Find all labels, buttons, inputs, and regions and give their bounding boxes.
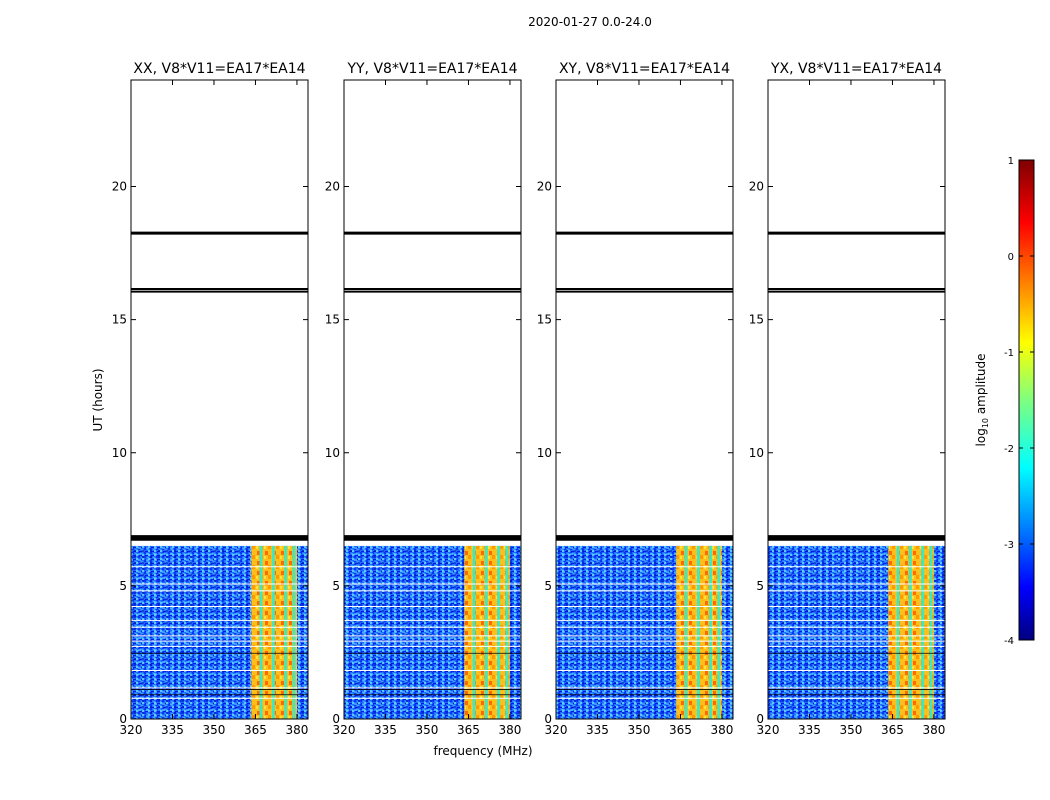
- x-tick-label: 350: [416, 723, 439, 737]
- x-tick-label: 380: [922, 723, 945, 737]
- panel-title: XY, V8*V11=EA17*EA14: [559, 61, 730, 77]
- colorbar-gradient: [1018, 159, 1035, 641]
- axes-frame: [555, 79, 734, 720]
- panel-xy: XY, V8*V11=EA17*EA14 320 335 350 365 380 0 5 10 1…: [537, 61, 734, 737]
- axes-frame: [130, 79, 309, 720]
- panel-title: YX, V8*V11=EA17*EA14: [770, 61, 942, 77]
- y-tick-label: 10: [749, 446, 764, 460]
- band-stripe: [717, 545, 721, 719]
- y-tick-label: 20: [325, 180, 340, 194]
- x-tick-label: 335: [161, 723, 184, 737]
- x-tick-label: 365: [669, 723, 692, 737]
- band-stripe: [497, 545, 501, 719]
- colorbar-tick-label: 1: [1008, 156, 1014, 167]
- x-tick-label: 335: [798, 723, 821, 737]
- y-tick-label: 5: [332, 579, 340, 593]
- y-tick-label: 10: [112, 446, 127, 460]
- y-tick-label: 20: [112, 180, 127, 194]
- band-stripe: [259, 545, 263, 719]
- colorbar: 1 0 -1 -2 -3 -4 log10 amplitude: [974, 156, 1035, 647]
- y-tick-label: 15: [537, 313, 552, 327]
- y-tick-label: 10: [537, 446, 552, 460]
- x-tick-label: 365: [457, 723, 480, 737]
- y-axis-label: UT (hours): [91, 368, 105, 431]
- x-tick-label: 335: [586, 723, 609, 737]
- y-tick-label: 10: [325, 446, 340, 460]
- x-tick-label: 365: [244, 723, 267, 737]
- band-stripe: [908, 545, 912, 719]
- band-stripe: [284, 545, 288, 719]
- panel-yx: YX, V8*V11=EA17*EA14 320 335 350 365 380 0 5 10 1…: [749, 61, 946, 737]
- band-stripe: [292, 545, 296, 719]
- x-tick-label: 320: [757, 723, 780, 737]
- x-tick-label: 350: [840, 723, 863, 737]
- x-tick-label: 350: [203, 723, 226, 737]
- panel-yy: YY, V8*V11=EA17*EA14 320 335 350 365 380 0 5 10 1…: [325, 61, 522, 737]
- colorbar-tick-label: -1: [1004, 348, 1014, 359]
- y-tick-label: 15: [325, 313, 340, 327]
- x-tick-label: 380: [285, 723, 308, 737]
- y-tick-label: 20: [537, 180, 552, 194]
- y-tick-label: 0: [332, 712, 340, 726]
- axes-frame: [767, 79, 946, 720]
- figure-title: 2020-01-27 0.0-24.0: [528, 15, 652, 29]
- panel-title: YY, V8*V11=EA17*EA14: [346, 61, 517, 77]
- y-tick-label: 0: [756, 712, 764, 726]
- y-tick-label: 20: [749, 180, 764, 194]
- y-tick-label: 0: [544, 712, 552, 726]
- band-stripe: [684, 545, 688, 719]
- colorbar-tick-label: -4: [1004, 636, 1014, 647]
- colorbar-tick-label: 0: [1008, 252, 1014, 263]
- x-tick-label: 380: [710, 723, 733, 737]
- colorbar-tick-label: -3: [1004, 540, 1014, 551]
- band-stripe: [472, 545, 476, 719]
- y-tick-label: 5: [756, 579, 764, 593]
- x-tick-label: 335: [374, 723, 397, 737]
- axes-frame: [343, 79, 522, 720]
- y-tick-label: 15: [112, 313, 127, 327]
- band-stripe: [929, 545, 933, 719]
- band-stripe: [271, 545, 275, 719]
- band-stripe: [484, 545, 488, 719]
- y-tick-label: 15: [749, 313, 764, 327]
- y-tick-label: 0: [119, 712, 127, 726]
- x-axis-label: frequency (MHz): [433, 744, 532, 758]
- y-tick-label: 5: [119, 579, 127, 593]
- band-stripe: [505, 545, 509, 719]
- x-tick-label: 320: [120, 723, 143, 737]
- x-tick-label: 350: [628, 723, 651, 737]
- y-tick-label: 5: [544, 579, 552, 593]
- band-stripe: [709, 545, 713, 719]
- x-tick-label: 320: [333, 723, 356, 737]
- panel-title: XX, V8*V11=EA17*EA14: [133, 61, 305, 77]
- band-stripe: [696, 545, 700, 719]
- band-stripe: [921, 545, 925, 719]
- panel-xx: XX, V8*V11=EA17*EA14 320 335 350 365 380 0 5 10 1…: [112, 61, 309, 737]
- colorbar-tick-label: -2: [1004, 444, 1014, 455]
- x-tick-label: 320: [545, 723, 568, 737]
- x-tick-label: 380: [498, 723, 521, 737]
- band-stripe: [896, 545, 900, 719]
- colorbar-label: log10 amplitude: [974, 354, 990, 447]
- x-tick-label: 365: [881, 723, 904, 737]
